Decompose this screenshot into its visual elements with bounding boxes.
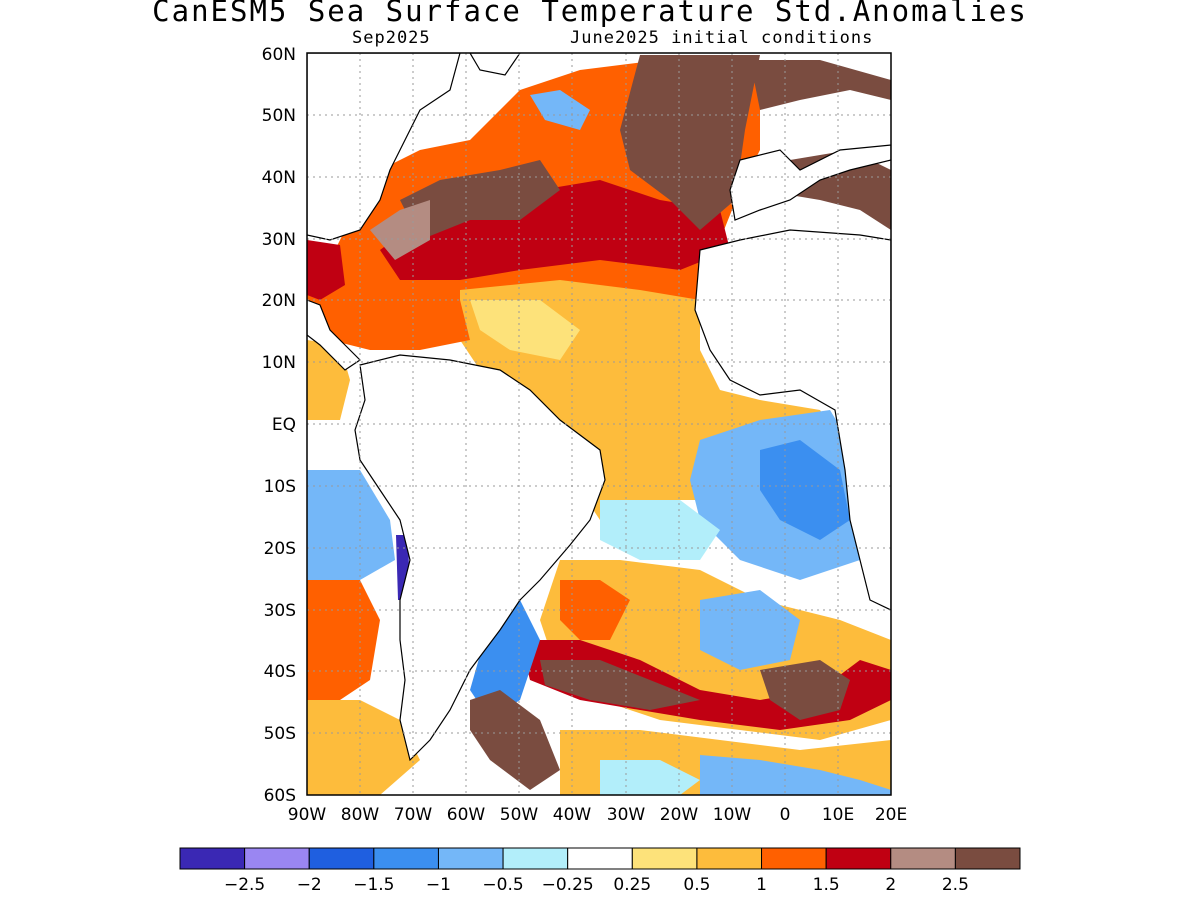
lon-label: 90W bbox=[288, 805, 327, 825]
colorbar-swatch bbox=[954, 847, 1021, 870]
colorbar-label: 1 bbox=[756, 875, 767, 895]
land-south-america bbox=[354, 354, 606, 762]
latitude-axis: 60N 50N 40N 30N 20N 10N EQ 10S 20S 30S 4… bbox=[262, 45, 296, 806]
anomaly-region bbox=[700, 755, 891, 795]
lon-label: 30W bbox=[607, 805, 646, 825]
anomaly-region bbox=[307, 700, 420, 795]
colorbar-label: −1 bbox=[426, 875, 451, 895]
lat-label: 30N bbox=[262, 230, 296, 250]
lat-label: 10S bbox=[264, 477, 296, 497]
colorbar-swatch bbox=[631, 847, 698, 870]
anomaly-region bbox=[380, 180, 730, 280]
lon-label: 60W bbox=[447, 805, 486, 825]
land-europe bbox=[729, 144, 891, 221]
anomaly-region bbox=[620, 55, 760, 230]
anomaly-region bbox=[307, 470, 395, 580]
lat-label: 10N bbox=[262, 353, 296, 373]
colorbar-swatch bbox=[373, 847, 439, 870]
colorbar-swatch bbox=[308, 847, 375, 870]
map-title: CanESM5 Sea Surface Temperature Std.Anom… bbox=[152, 0, 1028, 28]
colorbar-label: 2.5 bbox=[942, 875, 969, 895]
anomaly-region bbox=[470, 300, 580, 360]
lon-label: 70W bbox=[394, 805, 433, 825]
lat-label: EQ bbox=[272, 415, 296, 435]
anomaly-region bbox=[400, 160, 560, 240]
gridlines bbox=[307, 53, 891, 795]
lon-label: 80W bbox=[341, 805, 380, 825]
longitude-axis: 90W 80W 70W 60W 50W 40W 30W 20W 10W 0 10… bbox=[288, 805, 907, 825]
lat-label: 40S bbox=[264, 662, 296, 682]
anomaly-region bbox=[600, 500, 720, 560]
lon-label: 10W bbox=[713, 805, 752, 825]
anomaly-region bbox=[307, 240, 345, 300]
lon-label: 50W bbox=[500, 805, 539, 825]
initial-conditions-label: June2025 initial conditions bbox=[570, 28, 874, 48]
lon-label: 0 bbox=[780, 805, 791, 825]
lat-label: 50S bbox=[264, 724, 296, 744]
lat-label: 30S bbox=[264, 601, 296, 621]
anomaly-region bbox=[530, 90, 590, 130]
anomaly-region bbox=[370, 200, 430, 260]
map-frame bbox=[306, 52, 892, 796]
land-africa bbox=[694, 229, 891, 611]
lat-label: 60N bbox=[262, 45, 296, 65]
colorbar-swatch bbox=[502, 847, 569, 870]
colorbar-swatch bbox=[696, 847, 763, 870]
land-greenland bbox=[469, 53, 521, 76]
colorbar-label: 0.25 bbox=[613, 875, 651, 895]
lon-label: 10E bbox=[822, 805, 854, 825]
colorbar-swatch bbox=[825, 847, 892, 870]
colorbar-swatch bbox=[244, 847, 310, 870]
colorbar-label: 1.5 bbox=[813, 875, 840, 895]
colorbar-swatch bbox=[890, 847, 956, 870]
colorbar: −2.5 −2 −1.5 −1 −0.5 −0.25 0.25 0.5 1 1.5 2 2.5 bbox=[179, 847, 1021, 895]
colorbar-label: −1.5 bbox=[353, 875, 394, 895]
lat-label: 20S bbox=[264, 539, 296, 559]
lat-label: 50N bbox=[262, 106, 296, 126]
lat-label: 60S bbox=[264, 786, 296, 806]
anomaly-region bbox=[760, 440, 850, 540]
anomaly-region bbox=[470, 690, 560, 790]
lat-label: 40N bbox=[262, 168, 296, 188]
lon-label: 40W bbox=[553, 805, 592, 825]
colorbar-label: −0.25 bbox=[542, 875, 594, 895]
land-north-america bbox=[307, 53, 461, 241]
colorbar-swatch bbox=[179, 847, 246, 870]
anomaly-field bbox=[307, 53, 891, 795]
lat-label: 20N bbox=[262, 291, 296, 311]
lon-label: 20W bbox=[660, 805, 699, 825]
colorbar-swatch bbox=[437, 847, 504, 870]
anomaly-region bbox=[760, 660, 850, 720]
colorbar-label: −0.5 bbox=[482, 875, 523, 895]
colorbar-swatch bbox=[567, 847, 633, 870]
lon-label: 20E bbox=[875, 805, 907, 825]
colorbar-label: 0.5 bbox=[683, 875, 710, 895]
colorbar-label: −2 bbox=[297, 875, 322, 895]
colorbar-label: 2 bbox=[885, 875, 896, 895]
colorbar-swatch bbox=[761, 847, 827, 870]
colorbar-label: −2.5 bbox=[224, 875, 265, 895]
anomaly-region bbox=[307, 240, 470, 350]
forecast-month: Sep2025 bbox=[352, 28, 431, 48]
anomaly-region bbox=[600, 760, 700, 795]
anomaly-region bbox=[540, 660, 700, 710]
